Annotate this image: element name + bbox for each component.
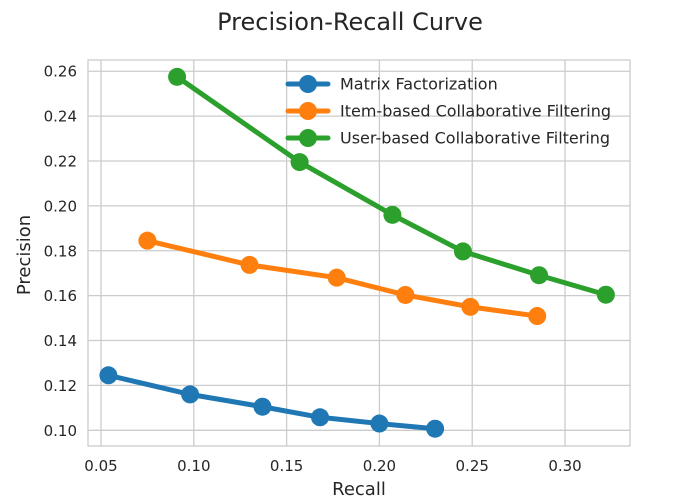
legend-label: User-based Collaborative Filtering bbox=[340, 129, 610, 148]
series-2 bbox=[138, 231, 547, 326]
y-tick-label: 0.26 bbox=[44, 63, 77, 81]
y-tick-label: 0.24 bbox=[44, 108, 77, 126]
series-layer bbox=[99, 67, 615, 438]
data-point bbox=[327, 268, 346, 287]
legend-item: Item-based Collaborative Filtering bbox=[285, 102, 611, 121]
legend: Matrix Factorization Item-based Collabora… bbox=[285, 75, 611, 148]
data-point bbox=[311, 408, 330, 427]
data-point bbox=[99, 366, 118, 385]
x-tick-label: 0.05 bbox=[84, 457, 117, 475]
data-point bbox=[290, 153, 309, 172]
legend-label: Matrix Factorization bbox=[340, 75, 498, 94]
y-tick-label: 0.22 bbox=[44, 152, 77, 170]
legend-item: Matrix Factorization bbox=[285, 75, 498, 94]
plot-frame bbox=[87, 59, 631, 447]
data-point bbox=[240, 255, 259, 274]
series-line bbox=[174, 74, 609, 298]
data-point bbox=[168, 67, 187, 86]
legend-item: User-based Collaborative Filtering bbox=[285, 129, 610, 148]
legend-marker bbox=[299, 102, 317, 120]
data-point bbox=[528, 307, 547, 326]
data-point bbox=[396, 285, 415, 304]
data-point bbox=[253, 397, 272, 416]
x-tick-label: 0.30 bbox=[548, 457, 581, 475]
y-tick-label: 0.18 bbox=[44, 242, 77, 260]
data-point bbox=[426, 419, 445, 438]
legend-label: Item-based Collaborative Filtering bbox=[340, 102, 611, 121]
series-line bbox=[105, 372, 438, 432]
series-line bbox=[144, 238, 540, 319]
data-point bbox=[596, 285, 615, 304]
data-point bbox=[370, 414, 389, 433]
legend-marker bbox=[299, 75, 317, 93]
data-point bbox=[383, 205, 402, 224]
data-point bbox=[181, 385, 200, 404]
data-point bbox=[461, 297, 480, 316]
x-axis-ticks: 0.05 0.10 0.15 0.20 0.25 0.30 bbox=[84, 457, 581, 475]
series-1 bbox=[99, 366, 445, 438]
x-tick-label: 0.20 bbox=[363, 457, 396, 475]
x-tick-label: 0.15 bbox=[270, 457, 303, 475]
y-axis-ticks: 0.10 0.12 0.14 0.16 0.18 0.20 0.22 0.24 0.26 bbox=[44, 63, 77, 440]
plot-area: Matrix Factorization Item-based Collabora… bbox=[87, 59, 631, 447]
x-axis-label: Recall bbox=[332, 479, 386, 500]
data-point bbox=[453, 242, 472, 261]
x-tick-label: 0.10 bbox=[177, 457, 210, 475]
x-tick-label: 0.25 bbox=[456, 457, 489, 475]
series-3 bbox=[168, 67, 615, 304]
legend-marker bbox=[299, 129, 317, 147]
y-tick-label: 0.16 bbox=[44, 287, 77, 305]
gridlines bbox=[88, 60, 630, 446]
y-tick-label: 0.20 bbox=[44, 197, 77, 215]
y-axis-label: Precision bbox=[14, 215, 35, 295]
data-point bbox=[138, 231, 157, 250]
y-tick-label: 0.12 bbox=[44, 377, 77, 395]
y-tick-label: 0.14 bbox=[44, 332, 77, 350]
y-tick-label: 0.10 bbox=[44, 422, 77, 440]
data-point bbox=[530, 266, 549, 285]
chart-title: Precision-Recall Curve bbox=[217, 8, 483, 36]
